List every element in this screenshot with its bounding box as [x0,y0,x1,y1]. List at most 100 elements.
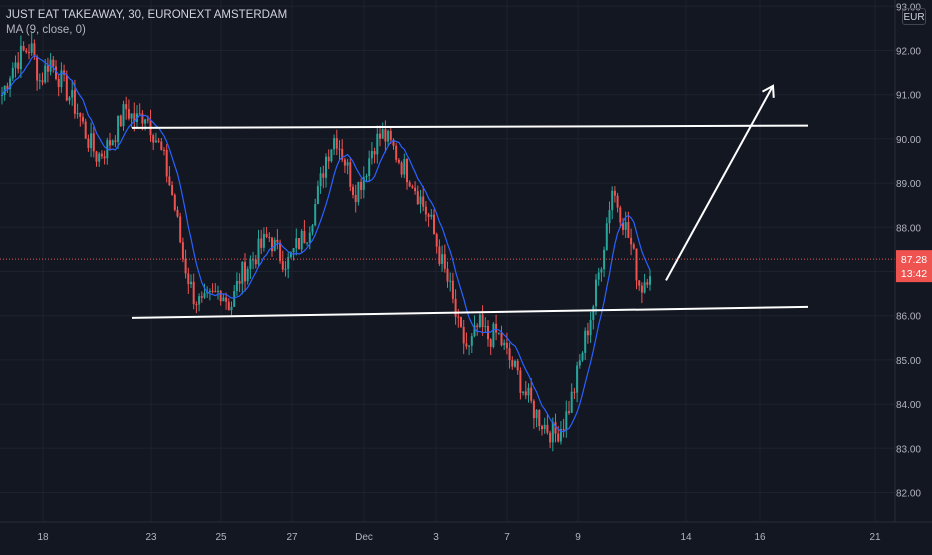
candle-body [414,187,417,192]
candle-body [241,261,244,284]
y-tick-label: 85.00 [896,356,921,367]
candle-body [176,209,179,217]
y-tick-label: 83.00 [896,444,921,455]
arrow-head [762,84,775,98]
candle-body [554,422,557,434]
candle-body [541,426,543,430]
x-tick-label: Dec [355,532,373,543]
candle-body [181,242,184,259]
candle-body [460,316,462,327]
candle-body [578,360,581,366]
candle-body [627,222,630,238]
candle-body [622,222,624,230]
candle-body [306,242,309,244]
projection-arrow [665,85,774,281]
candle-body [565,411,568,431]
candle-body [503,342,506,346]
candle-body [611,190,614,211]
candle-body [411,186,414,188]
x-axis-labels: 18 23 25 27 Dec 3 7 9 14 16 21 [37,532,881,543]
candle-body [325,156,327,178]
candle-body [163,149,165,151]
candle-body [254,259,257,265]
candle-body [443,254,446,269]
candle-body [422,196,425,207]
candle-body [530,387,533,401]
y-tick-label: 89.00 [896,179,921,190]
candle-body [357,181,360,203]
candle-body [492,323,495,347]
candle-body [98,153,101,162]
candle-body [300,230,303,250]
candle-body [384,129,387,142]
candle-body [192,281,195,305]
drawing-layer[interactable] [131,84,809,319]
candle-body [157,140,160,142]
x-tick-label: 3 [433,532,439,543]
candle-body [95,151,98,162]
currency-button[interactable]: EUR [902,8,926,25]
candle-body [500,332,503,346]
candle-body [505,342,508,349]
candle-body [219,290,222,302]
candle-body [392,139,395,146]
candle-body [244,261,246,282]
x-tick-label: 25 [215,532,227,543]
candle-body [233,290,236,307]
candle-body [592,306,595,320]
candle-body [643,282,646,293]
candle-body [481,314,484,328]
last-price-badge [896,250,932,283]
candle-body [171,185,174,195]
candle-body [111,140,114,146]
candle-body [603,249,606,270]
candle-body [311,225,314,233]
candle-body [133,113,136,123]
candle-body [346,162,349,166]
candle-body [28,52,30,54]
candle-body [419,196,422,205]
candle-body [570,391,573,413]
candle-body [489,339,492,347]
candle-body [198,296,201,305]
time-axis[interactable] [0,522,932,550]
ma-layer [1,54,651,433]
candle-body [365,176,368,178]
candle-body [184,258,187,274]
candle-body [279,242,282,262]
candle-body [600,269,603,273]
candle-body [57,78,60,88]
candle-body [190,281,192,285]
candle-body [516,360,519,371]
candle-body [114,140,117,143]
candle-body [316,186,319,205]
candle-body [1,94,3,96]
candle-body [52,59,55,67]
candle-body [497,332,500,334]
candle-body [595,279,597,307]
candle-body [527,387,530,396]
candle-body [341,149,344,160]
candle-body [605,223,608,250]
candle-body [546,424,549,433]
candle-body [60,70,63,88]
candle-body [635,248,638,281]
candle-body [25,50,28,53]
candle-body [252,259,255,261]
candle-body [87,138,90,149]
candle-body [376,133,379,155]
candle-body [354,194,357,203]
candle-body [298,238,300,250]
candle-body [68,97,71,101]
candle-body [11,67,14,79]
candle-body [235,280,238,291]
candle-body [424,206,427,215]
y-tick-label: 91.00 [896,91,921,102]
candle-body [468,345,471,347]
candle-body [168,176,171,186]
candle-body [638,280,641,286]
candle-body [441,254,444,264]
candle-body [103,156,106,159]
